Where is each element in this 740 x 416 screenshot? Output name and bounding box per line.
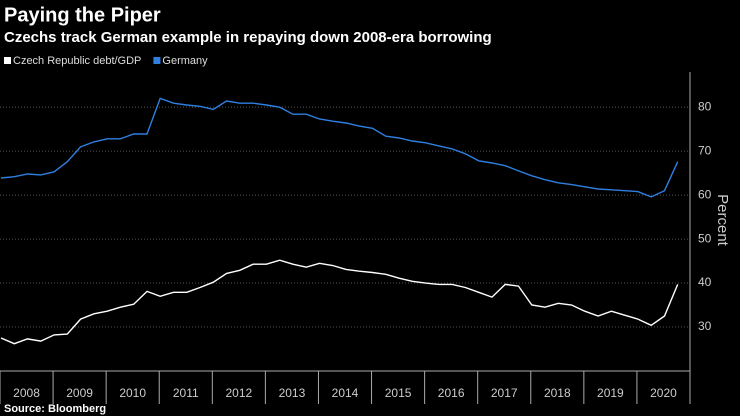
x-tick-label: 2011 — [173, 386, 199, 400]
chart-subtitle: Czechs track German example in repaying … — [4, 29, 492, 46]
x-tick-label: 2018 — [544, 386, 571, 400]
x-tick-label: 2020 — [650, 386, 677, 400]
y-tick-label: 70 — [698, 143, 712, 157]
x-tick-label: 2015 — [385, 386, 412, 400]
x-tick-label: 2009 — [66, 386, 93, 400]
y-tick-label: 40 — [698, 275, 712, 289]
x-tick-label: 2014 — [332, 386, 359, 400]
source: Source: Bloomberg — [4, 403, 106, 415]
chart-title: Paying the Piper — [4, 4, 161, 26]
series-line — [0, 259, 679, 345]
x-tick-label: 2019 — [597, 386, 624, 400]
legend-swatch — [153, 57, 161, 64]
x-tick-label: 2013 — [279, 386, 306, 400]
x-tick-label: 2008 — [13, 386, 40, 400]
x-tick-label: 2016 — [438, 386, 465, 400]
legend-label: Germany — [162, 55, 208, 67]
series-line — [0, 97, 679, 198]
x-tick-label: 2010 — [119, 386, 146, 400]
legend-swatch — [4, 57, 11, 64]
y-axis-label: Percent — [714, 194, 731, 247]
x-tick-label: 2017 — [491, 386, 518, 400]
x-tick-label: 2012 — [225, 386, 252, 400]
y-tick-label: 50 — [698, 231, 712, 245]
y-tick-label: 60 — [698, 187, 712, 201]
legend-label: Czech Republic debt/GDP — [13, 55, 141, 67]
y-tick-label: 30 — [698, 319, 712, 333]
y-tick-label: 80 — [698, 99, 712, 113]
